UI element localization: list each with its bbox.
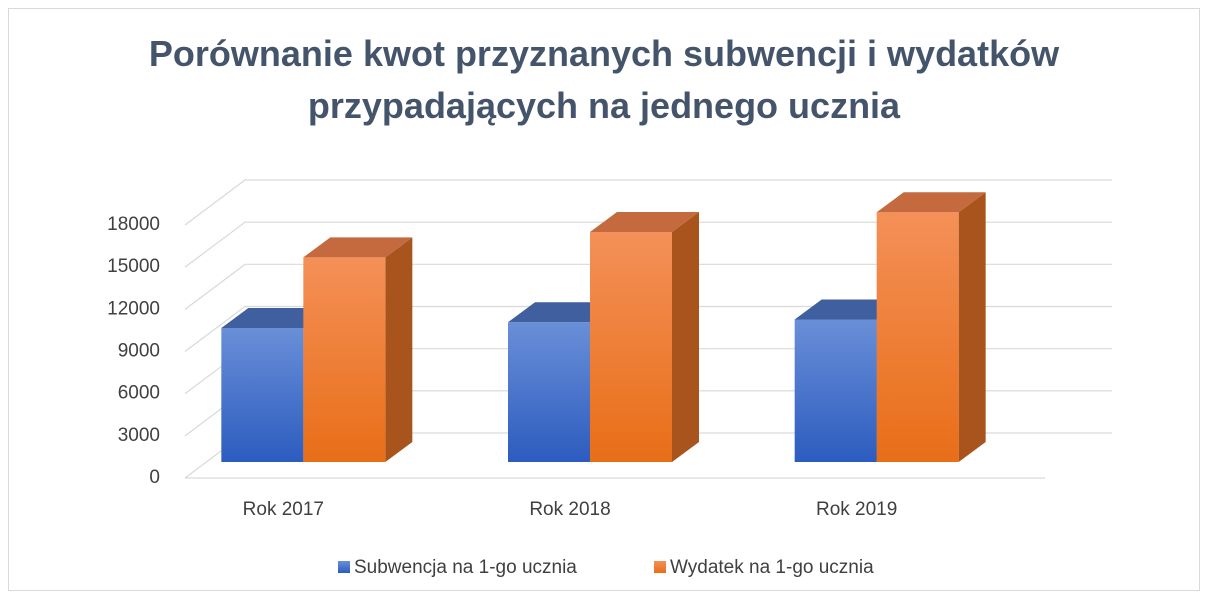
y-tick-label: 15000: [107, 256, 160, 277]
y-tick-label: 12000: [107, 298, 160, 319]
x-tick-label: Rok 2018: [529, 499, 610, 520]
legend-swatch: [338, 561, 350, 573]
bar-top: [794, 299, 904, 320]
bar: [508, 322, 590, 462]
bar-top: [590, 211, 699, 232]
chart-border: [8, 8, 1200, 591]
grid-line: [184, 263, 1112, 310]
bar-side: [385, 237, 413, 462]
grid-line: [184, 221, 1112, 268]
bar-top: [221, 307, 331, 328]
y-tick-label: 3000: [118, 425, 160, 446]
bar-side: [672, 211, 699, 462]
bar: [794, 319, 877, 462]
chart-title: Porównanie kwot przyznanych subwencji i …: [148, 33, 1060, 126]
bar: [876, 212, 959, 462]
bar: [590, 231, 672, 462]
bar-top: [508, 302, 617, 323]
y-tick-label: 9000: [118, 341, 160, 362]
bar: [221, 327, 304, 462]
x-tick-label: Rok 2019: [816, 499, 897, 520]
legend-swatch: [654, 561, 666, 573]
bar-top: [876, 192, 986, 213]
y-tick-label: 6000: [118, 383, 160, 404]
legend-label: Subwencja na 1-go ucznia: [354, 557, 577, 578]
y-tick-label: 0: [149, 467, 160, 488]
y-tick-label: 18000: [107, 214, 160, 235]
legend-label: Wydatek na 1-go ucznia: [670, 557, 874, 578]
grid-line: [184, 179, 1112, 226]
x-tick-label: Rok 2017: [243, 499, 324, 520]
bar-side: [958, 192, 986, 462]
bar: [303, 257, 386, 462]
bar-top: [303, 237, 413, 258]
